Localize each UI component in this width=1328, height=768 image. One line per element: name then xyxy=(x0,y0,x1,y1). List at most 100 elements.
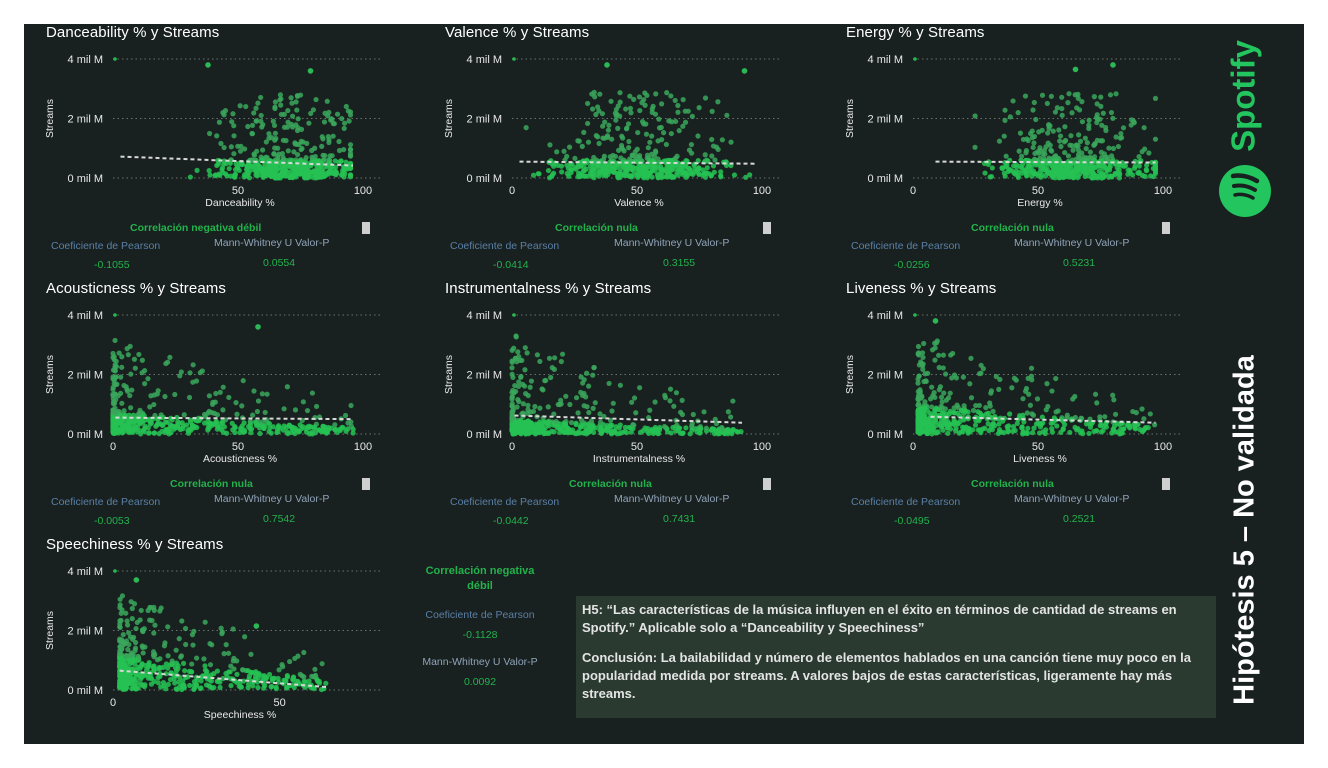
filter-icon[interactable] xyxy=(1162,478,1170,490)
data-point xyxy=(696,165,702,171)
data-point xyxy=(151,663,157,669)
y-axis-label: Streams xyxy=(44,611,56,650)
data-point xyxy=(922,399,928,405)
data-point xyxy=(259,673,266,679)
data-point xyxy=(231,151,237,157)
data-point xyxy=(203,671,209,677)
data-point xyxy=(1002,107,1008,113)
data-point xyxy=(269,683,275,690)
filter-icon[interactable] xyxy=(763,222,771,234)
data-point xyxy=(301,649,307,656)
point-cloud xyxy=(523,89,753,181)
data-point xyxy=(178,653,185,659)
data-point xyxy=(581,173,587,179)
data-point xyxy=(938,394,945,400)
data-point xyxy=(917,387,923,393)
chart-title: Energy % y Streams xyxy=(846,24,985,41)
data-point xyxy=(539,386,545,392)
data-point xyxy=(575,138,581,144)
data-point xyxy=(562,421,568,427)
pearson-label: Coeficiente de Pearson xyxy=(450,496,560,508)
data-point xyxy=(1079,119,1086,125)
y-tick-label: 4 mil M xyxy=(467,310,502,322)
data-point xyxy=(341,174,347,180)
data-point xyxy=(512,57,516,61)
filter-icon[interactable] xyxy=(362,222,370,234)
data-point xyxy=(283,138,289,144)
data-point xyxy=(1125,422,1132,428)
data-point xyxy=(1020,396,1026,402)
data-point xyxy=(266,131,272,137)
data-point xyxy=(291,173,297,179)
data-point xyxy=(298,126,305,132)
data-point xyxy=(1111,397,1117,403)
data-point xyxy=(993,373,999,380)
y-tick-label: 0 mil M xyxy=(68,429,103,441)
data-point xyxy=(255,421,261,428)
data-point xyxy=(173,647,179,653)
pvalue-value: 0.5231 xyxy=(1063,257,1096,269)
outlier-point xyxy=(932,318,939,324)
data-point xyxy=(119,400,125,406)
data-point xyxy=(289,157,295,163)
data-point xyxy=(116,350,122,356)
data-point xyxy=(112,337,118,344)
data-point xyxy=(275,424,282,430)
filter-icon[interactable] xyxy=(362,478,370,490)
data-point xyxy=(920,409,926,416)
data-point xyxy=(127,681,133,687)
data-point xyxy=(187,682,193,689)
data-point xyxy=(1028,365,1035,371)
data-point xyxy=(154,657,161,663)
x-tick-label: 100 xyxy=(1154,185,1172,197)
data-point xyxy=(591,364,597,371)
filter-icon[interactable] xyxy=(763,478,771,490)
data-point xyxy=(673,390,680,396)
data-point xyxy=(312,430,319,436)
data-point xyxy=(275,679,282,685)
data-point xyxy=(306,120,312,126)
x-axis-label: Valence % xyxy=(614,197,663,209)
data-point xyxy=(264,674,270,681)
data-point xyxy=(1033,116,1039,123)
data-point xyxy=(151,430,157,436)
data-point xyxy=(124,346,130,352)
data-point xyxy=(596,108,602,114)
y-tick-label: 2 mil M xyxy=(467,114,502,126)
data-point xyxy=(183,641,189,648)
data-point xyxy=(147,421,153,427)
data-point xyxy=(642,165,648,171)
data-point xyxy=(1031,133,1038,140)
data-point xyxy=(652,429,658,435)
data-point xyxy=(584,100,591,107)
data-point xyxy=(1133,410,1139,416)
data-point xyxy=(257,172,263,178)
data-point xyxy=(279,170,285,176)
data-point xyxy=(266,135,272,141)
data-point xyxy=(542,378,548,384)
data-point xyxy=(129,605,135,612)
data-point xyxy=(191,682,197,688)
data-point xyxy=(1092,175,1098,181)
data-point xyxy=(930,420,936,426)
data-point xyxy=(647,139,653,145)
data-point xyxy=(219,167,225,173)
data-point xyxy=(1001,133,1007,139)
data-point xyxy=(590,164,597,170)
data-point xyxy=(625,121,632,127)
data-point xyxy=(724,112,730,118)
outlier-point xyxy=(1110,62,1116,68)
data-point xyxy=(245,681,252,687)
data-point xyxy=(509,371,515,377)
data-point xyxy=(293,99,299,105)
data-point xyxy=(119,364,125,370)
data-point xyxy=(151,401,157,408)
conclusion-text: Conclusión: La bailabilidad y número de … xyxy=(582,650,1191,701)
data-point xyxy=(713,429,719,435)
data-point xyxy=(297,422,303,428)
data-point xyxy=(688,141,695,148)
data-point xyxy=(206,167,212,174)
filter-icon[interactable] xyxy=(1162,222,1170,234)
data-point xyxy=(922,371,928,377)
